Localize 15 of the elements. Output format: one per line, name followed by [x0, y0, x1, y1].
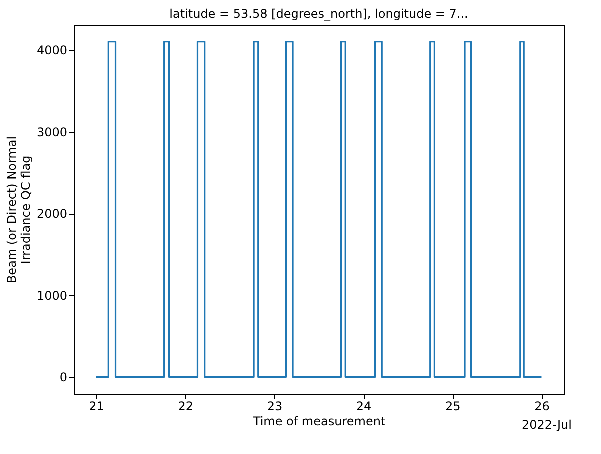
- y-tick-label: 1000: [36, 288, 68, 303]
- y-tick-label: 2000: [36, 207, 68, 222]
- text: 2022-Jul: [522, 418, 572, 432]
- x-tick-label: 23: [267, 400, 283, 414]
- y-axis-title: Beam (or Direct) Normal Irradiance QC flag: [4, 136, 33, 284]
- x-axis-title: Time of measurement: [252, 414, 386, 428]
- x-tick-label: 22: [178, 400, 194, 414]
- y-tick-label: 0: [60, 370, 68, 385]
- x-tick-label: 26: [534, 400, 550, 414]
- x-tick-label: 24: [356, 400, 372, 414]
- chart-title: latitude = 53.58 [degrees_north], longitude = 7...: [170, 7, 468, 21]
- x-tick-label: 25: [445, 400, 461, 414]
- y-tick-label: 3000: [36, 125, 68, 140]
- x-tick-label: 21: [89, 400, 104, 414]
- y-tick-label: 4000: [36, 43, 68, 58]
